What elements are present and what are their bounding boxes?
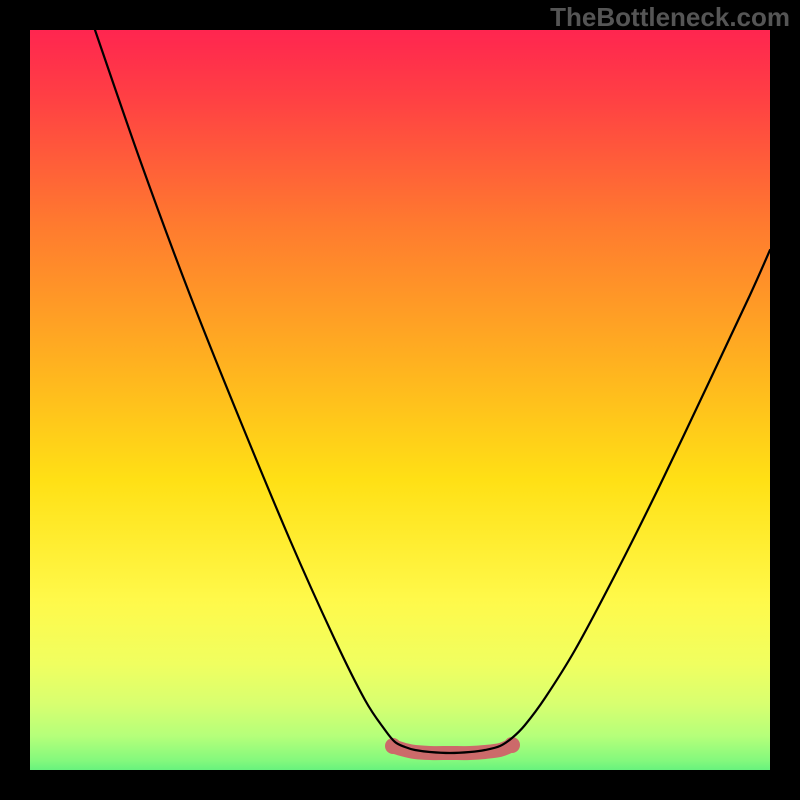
watermark-text: TheBottleneck.com [550, 2, 790, 33]
chart-stage: TheBottleneck.com [0, 0, 800, 800]
gradient-rect [0, 0, 800, 800]
gradient-background [0, 0, 800, 800]
